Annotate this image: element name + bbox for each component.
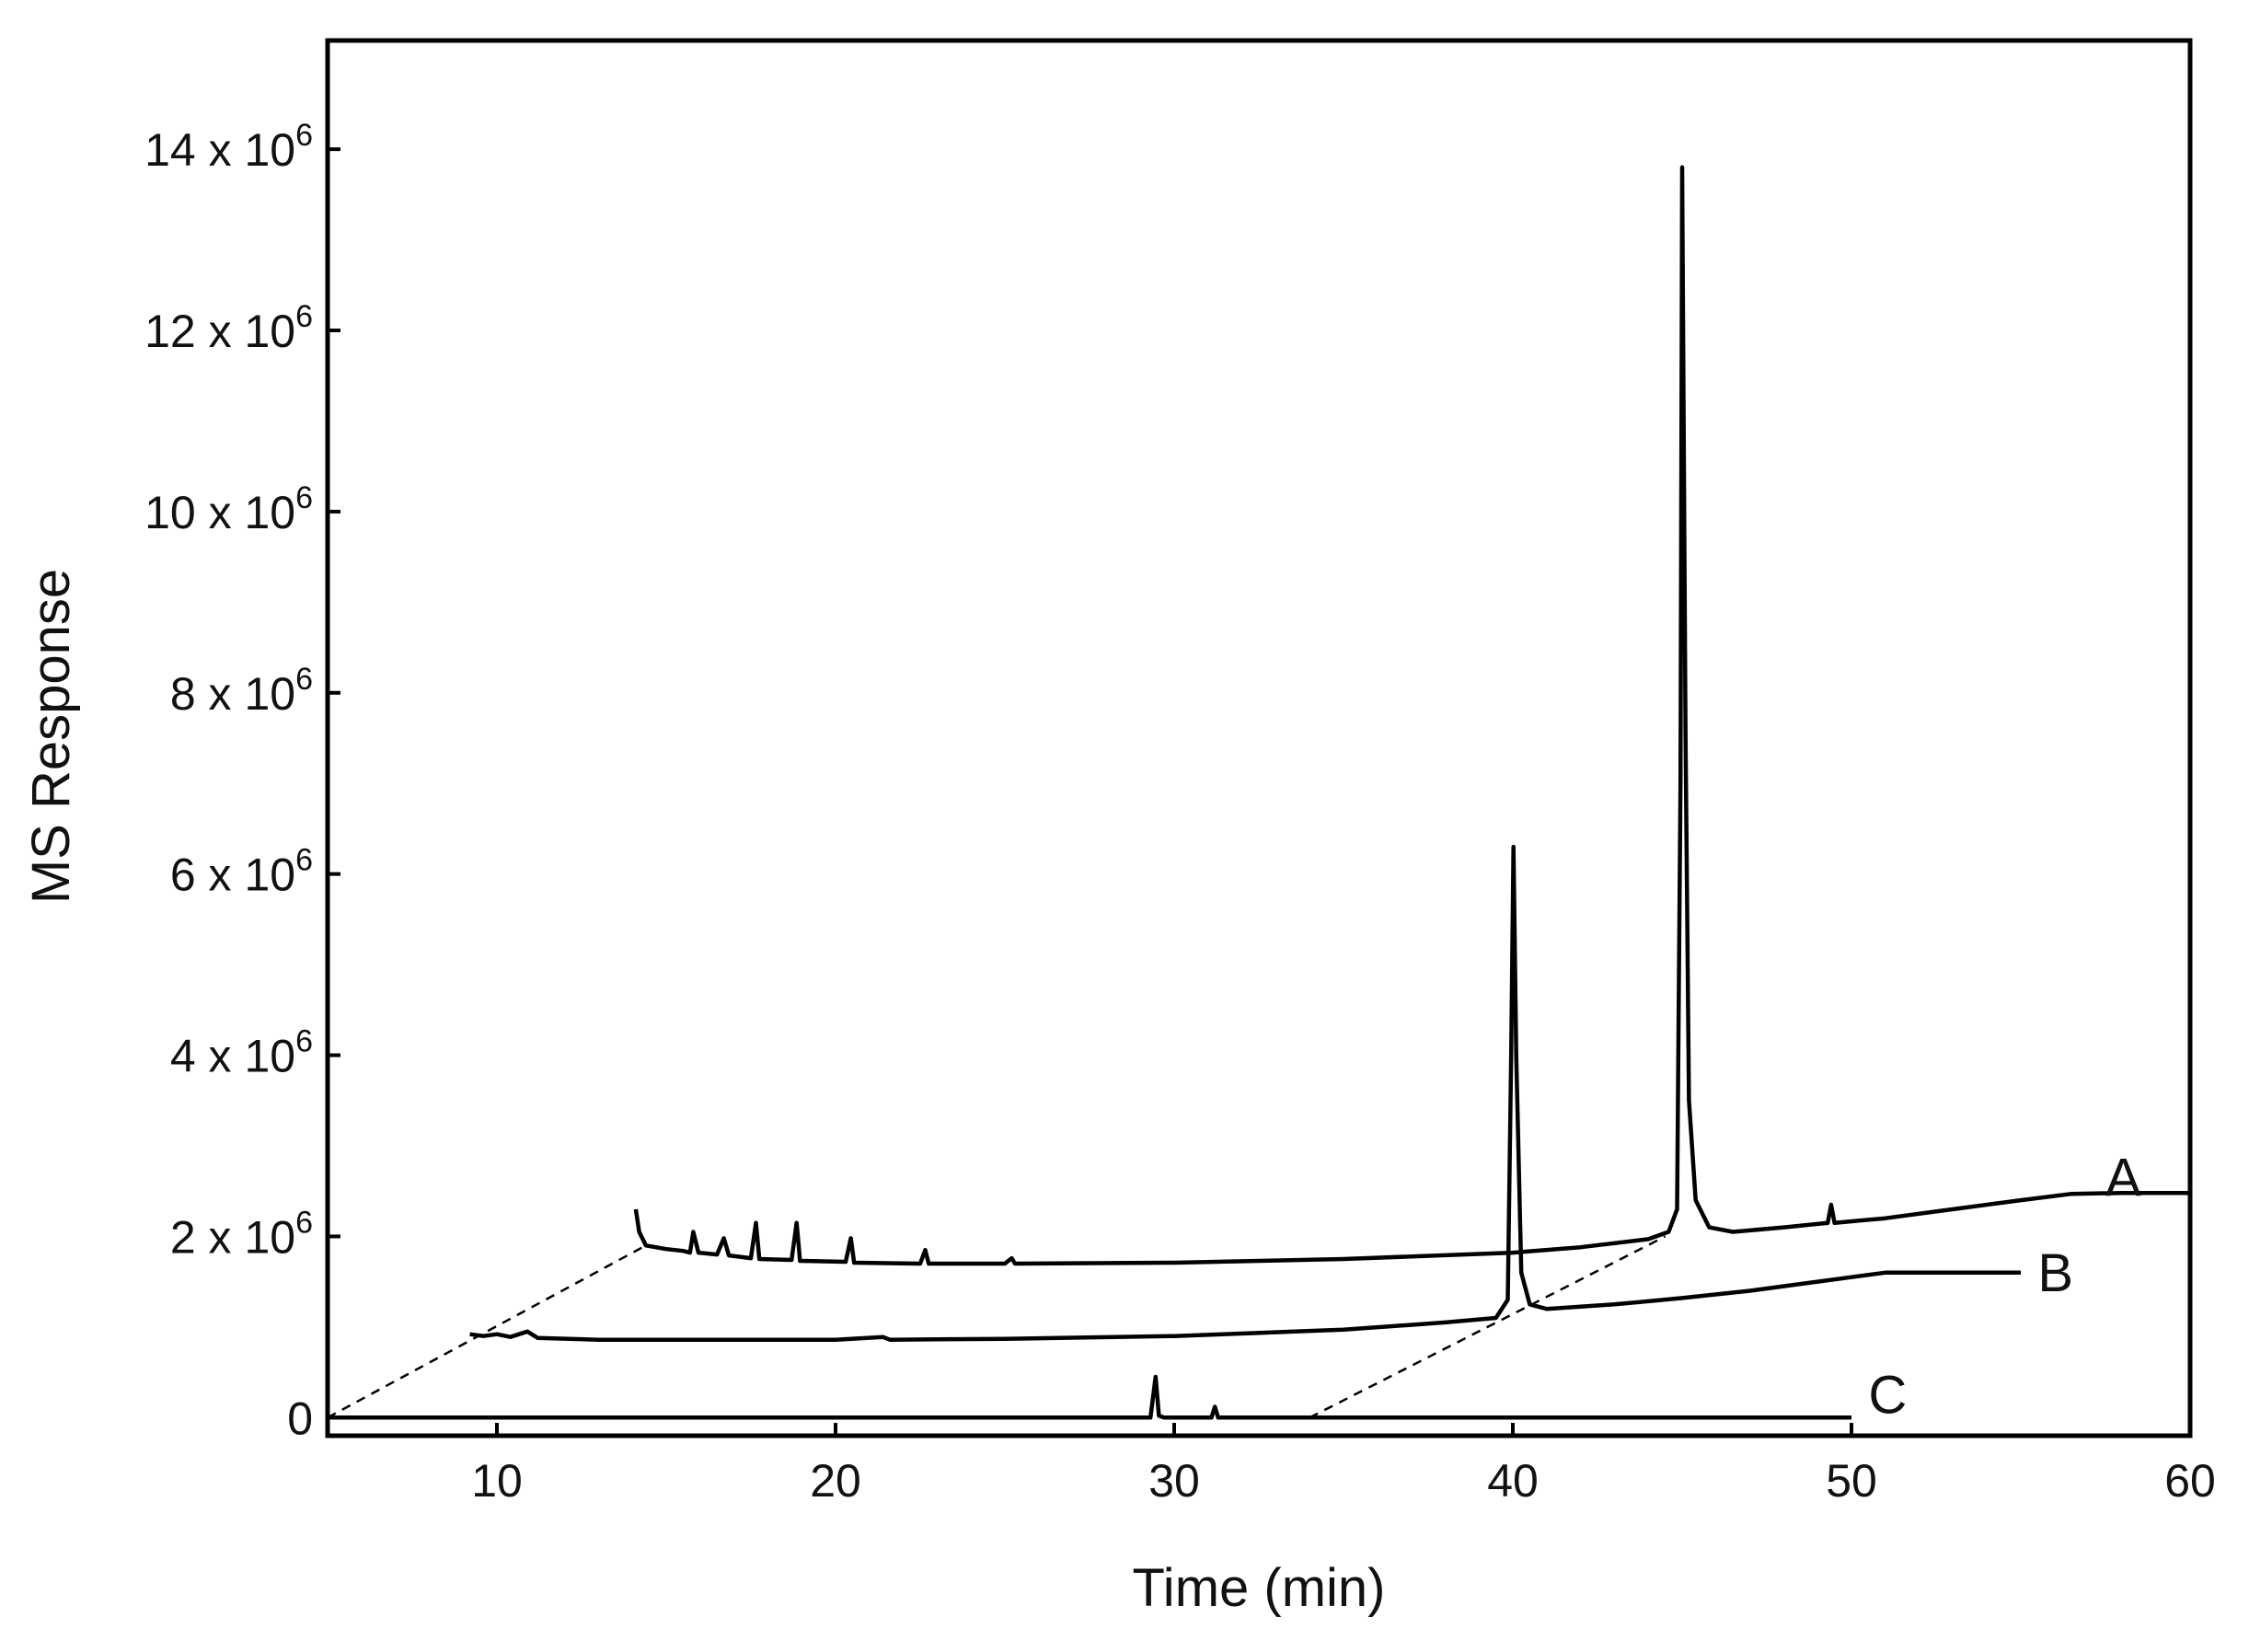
series-c-label: C — [1868, 1366, 1907, 1426]
x-tick-label: 10 — [471, 1455, 523, 1507]
x-tick-label: 60 — [2164, 1455, 2216, 1507]
y-tick-mantissa: 10 x 10 — [144, 487, 295, 538]
offset-guide-line — [327, 1244, 647, 1419]
y-tick-mantissa: 4 x 10 — [170, 1031, 295, 1082]
x-tick-label: 30 — [1148, 1455, 1200, 1507]
series-labels: AB C — [1868, 1148, 2141, 1425]
y-tick-exponent: 6 — [295, 1205, 313, 1240]
y-tick-exponent: 6 — [295, 1024, 313, 1059]
series-b-trace — [469, 844, 2021, 1342]
y-tick-mantissa: 6 x 10 — [170, 849, 295, 901]
y-tick-exponent: 6 — [295, 843, 313, 878]
y-tick-label: 4 x 106 — [170, 1024, 313, 1082]
y-tick-exponent: 6 — [295, 299, 313, 334]
x-axis-ticks: 10 20 30 40 50 60 — [471, 1423, 2216, 1507]
plot-frame — [325, 38, 2193, 1438]
y-axis-title: MS Response — [21, 569, 81, 904]
y-tick-label: 0 — [287, 1392, 313, 1444]
y-tick-label: 8 x 106 — [170, 662, 313, 720]
y-tick-label: 14 x 106 — [144, 118, 313, 176]
series-c-trace — [328, 1374, 1851, 1420]
y-tick-mantissa: 12 x 10 — [144, 306, 295, 357]
series-layer — [328, 165, 2190, 1420]
y-tick-exponent: 6 — [295, 118, 313, 153]
x-tick-label: 40 — [1487, 1455, 1539, 1507]
offset-guide-line — [1309, 1235, 1667, 1419]
y-tick-label: 10 x 106 — [144, 480, 313, 538]
y-tick-exponent: 6 — [295, 662, 313, 697]
series-a-label: A — [2105, 1148, 2141, 1207]
y-tick-label: 6 x 106 — [170, 843, 313, 901]
y-tick-exponent: 6 — [295, 480, 313, 515]
offset-guides — [327, 1235, 1667, 1419]
y-tick-mantissa: 8 x 10 — [170, 668, 295, 720]
y-tick-mantissa: 2 x 10 — [170, 1211, 295, 1263]
x-tick-label: 20 — [810, 1455, 861, 1507]
x-tick-label: 50 — [1826, 1455, 1877, 1507]
y-tick-mantissa: 14 x 10 — [144, 124, 295, 176]
series-b-label: B — [2037, 1243, 2073, 1303]
y-tick-label: 2 x 106 — [170, 1205, 313, 1263]
y-tick-label: 12 x 106 — [144, 299, 313, 357]
series-a-trace — [633, 165, 2190, 1266]
x-axis-title: Time (min) — [1133, 1558, 1386, 1618]
